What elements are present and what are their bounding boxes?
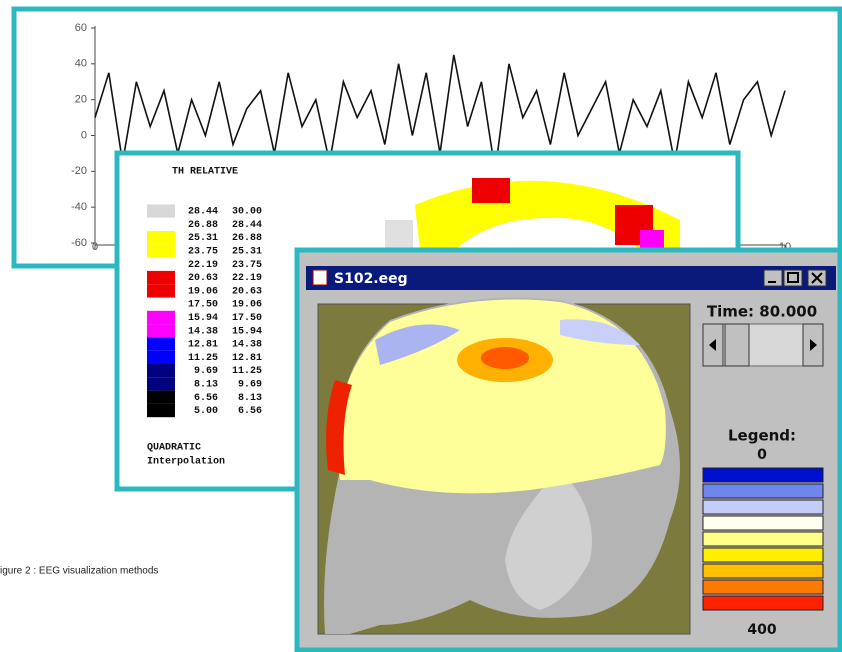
range-high: 20.63 (232, 286, 262, 297)
legend-swatch (147, 324, 175, 337)
legend-max: 400 (747, 622, 776, 638)
time-label: Time: 80.000 (707, 303, 817, 321)
legend-swatch (147, 258, 175, 271)
footer-text: QUADRATIC (147, 443, 201, 454)
y-tick-label: 40 (75, 58, 87, 70)
range-high: 23.75 (232, 260, 262, 271)
legend-bar (703, 548, 823, 562)
legend-swatch (147, 231, 175, 244)
y-tick-label: 0 (81, 129, 87, 141)
app-window: S102.eeg Time: 80.000 (297, 250, 840, 650)
legend-swatch (147, 311, 175, 324)
legend-bar (703, 532, 823, 546)
window-title: S102.eeg (334, 271, 408, 287)
range-high: 9.69 (238, 380, 262, 391)
footer-text: Interpolation (147, 456, 225, 468)
range-high: 19.06 (232, 300, 262, 311)
range-low: 20.63 (188, 273, 218, 284)
legend-swatch (147, 204, 175, 217)
legend-bar (703, 564, 823, 578)
window-buttons (764, 270, 826, 286)
y-tick-label: -20 (71, 165, 87, 177)
range-low: 22.19 (188, 260, 218, 271)
legend-swatch (147, 391, 175, 404)
y-tick-label: 60 (75, 22, 87, 34)
range-low: 8.13 (194, 380, 218, 391)
y-tick-label: 20 (75, 94, 87, 106)
legend-swatch (147, 404, 175, 417)
legend-min: 0 (757, 447, 767, 463)
range-high: 28.44 (232, 220, 262, 231)
scalp-hotspot (481, 347, 529, 369)
range-high: 14.38 (232, 340, 262, 351)
legend-swatch (147, 337, 175, 350)
range-low: 28.44 (188, 207, 218, 218)
range-low: 11.25 (188, 353, 218, 364)
range-low: 6.56 (194, 393, 218, 404)
head-view (318, 298, 690, 635)
range-low: 17.50 (188, 300, 218, 311)
legend-swatch (147, 298, 175, 311)
map-title: TH RELATIVE (172, 167, 238, 178)
legend-swatch (147, 244, 175, 257)
legend-bar (703, 500, 823, 514)
range-low: 15.94 (188, 313, 218, 324)
range-high: 22.19 (232, 273, 262, 284)
legend-bar (703, 580, 823, 594)
figure: 6040200-20-40-60010 TH RELATIVE QUADRATI… (0, 0, 842, 652)
legend-bar (703, 596, 823, 610)
range-high: 8.13 (238, 393, 262, 404)
range-low: 19.06 (188, 286, 218, 297)
window-icon (313, 270, 327, 285)
range-low: 25.31 (188, 233, 218, 244)
legend-bar (703, 484, 823, 498)
legend-swatch (147, 364, 175, 377)
minimize-button[interactable] (764, 270, 782, 286)
map-region (385, 220, 413, 248)
x-tick-label: 0 (92, 241, 98, 253)
legend-swatch (147, 377, 175, 390)
range-high: 15.94 (232, 326, 262, 337)
range-low: 14.38 (188, 326, 218, 337)
range-high: 11.25 (232, 366, 262, 377)
legend-swatch (147, 218, 175, 231)
range-high: 30.00 (232, 207, 262, 218)
range-low: 23.75 (188, 247, 218, 258)
y-tick-label: -40 (71, 201, 87, 213)
range-low: 12.81 (188, 340, 218, 351)
legend-swatch (147, 351, 175, 364)
legend-swatch (147, 284, 175, 297)
range-low: 9.69 (194, 366, 218, 377)
legend-label: Legend: (728, 427, 796, 445)
legend-swatch (147, 271, 175, 284)
time-scrollbar[interactable] (703, 324, 823, 366)
legend-bar (703, 468, 823, 482)
legend-bar (703, 516, 823, 530)
scroll-thumb[interactable] (725, 324, 749, 366)
caption: igure 2 : EEG visualization methods (0, 566, 158, 577)
range-high: 26.88 (232, 233, 262, 244)
range-low: 5.00 (194, 406, 218, 417)
range-high: 12.81 (232, 353, 262, 364)
map-region (640, 230, 664, 250)
range-low: 26.88 (188, 220, 218, 231)
range-high: 25.31 (232, 247, 262, 258)
range-high: 6.56 (238, 406, 262, 417)
y-tick-label: -60 (71, 237, 87, 249)
map-region (472, 178, 510, 203)
range-high: 17.50 (232, 313, 262, 324)
